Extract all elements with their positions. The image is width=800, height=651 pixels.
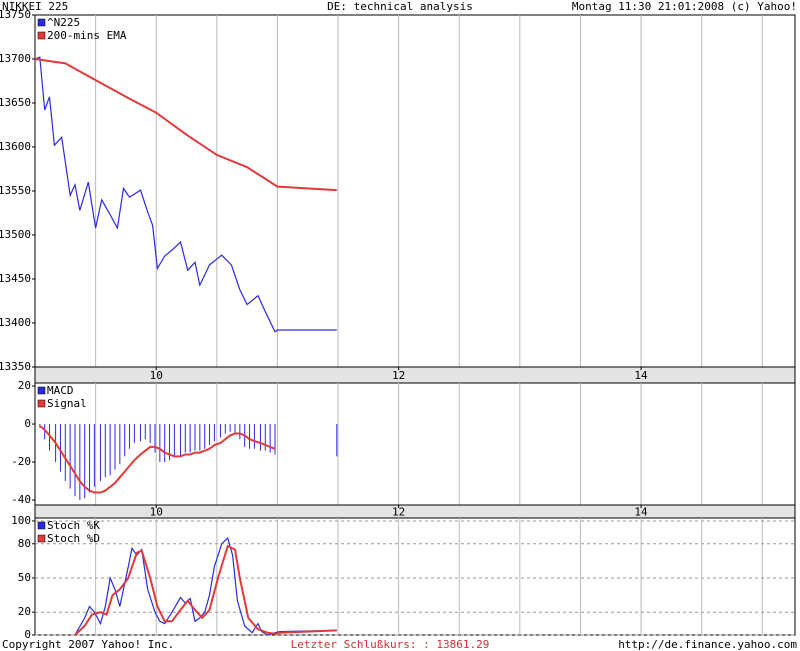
legend-swatch <box>37 18 46 27</box>
y-tick-label: 13600 <box>0 140 31 153</box>
y-tick-label: 13350 <box>0 360 31 373</box>
header-left: NIKKEI 225 <box>2 0 68 13</box>
legend-swatch <box>37 534 46 543</box>
x-tick-label: 12 <box>392 506 405 519</box>
legend-swatch <box>37 386 46 395</box>
legend-label: Stoch %D <box>47 532 100 545</box>
series-line <box>34 56 337 333</box>
y-tick-label: 100 <box>11 514 31 527</box>
series-line <box>74 536 337 636</box>
x-tick-label: 14 <box>634 506 648 519</box>
y-tick-label: 13650 <box>0 96 31 109</box>
x-tick-label: 10 <box>150 506 163 519</box>
y-tick-label: 13750 <box>0 8 31 21</box>
series-line <box>74 544 337 636</box>
y-tick-label: 13500 <box>0 228 31 241</box>
y-tick-label: 20 <box>18 379 31 392</box>
legend-label: Signal <box>47 397 87 410</box>
y-tick-label: 50 <box>18 571 31 584</box>
legend-label: MACD <box>47 384 74 397</box>
x-tick-label: 14 <box>634 369 648 382</box>
y-tick-label: 80 <box>18 537 31 550</box>
series-line <box>34 58 337 192</box>
y-tick-label: -20 <box>11 455 31 468</box>
series-line <box>39 425 276 494</box>
y-tick-label: 13550 <box>0 184 31 197</box>
y-tick-label: -40 <box>11 493 31 506</box>
plot-area <box>34 14 796 368</box>
legend-swatch <box>37 31 46 40</box>
legend-swatch <box>37 399 46 408</box>
y-tick-label: 13450 <box>0 272 31 285</box>
y-tick-label: 0 <box>24 417 31 430</box>
y-tick-label: 13700 <box>0 52 31 65</box>
footer-left: Copyright 2007 Yahoo! Inc. <box>2 638 174 651</box>
header-title: DE: technical analysis <box>327 0 473 13</box>
footer-last-close: Letzter Schlußkurs: : 13861.29 <box>291 638 490 651</box>
header-right: Montag 11:30 21:01:2008 (c) Yahoo! <box>572 0 797 13</box>
legend-label: 200-mins EMA <box>47 29 127 42</box>
y-tick-label: 0 <box>24 628 31 641</box>
legend-label: Stoch %K <box>47 519 100 532</box>
legend-swatch <box>37 521 46 530</box>
x-tick-label: 12 <box>392 369 405 382</box>
y-tick-label: 20 <box>18 605 31 618</box>
x-tick-label: 10 <box>150 369 163 382</box>
legend-label: ^N225 <box>47 16 80 29</box>
footer-right: http://de.finance.yahoo.com <box>618 638 797 651</box>
plot-area <box>34 382 796 506</box>
y-tick-label: 13400 <box>0 316 31 329</box>
